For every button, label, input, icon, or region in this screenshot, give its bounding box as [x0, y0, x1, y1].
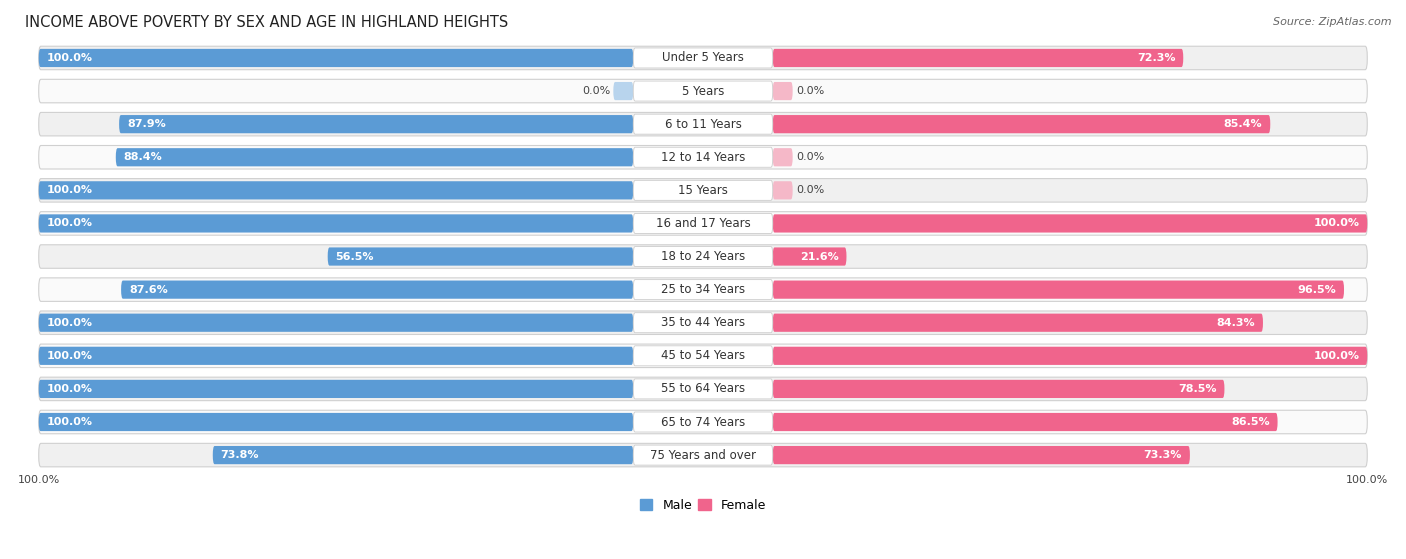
FancyBboxPatch shape	[39, 214, 633, 233]
Text: 85.4%: 85.4%	[1223, 119, 1263, 129]
Text: 65 to 74 Years: 65 to 74 Years	[661, 415, 745, 429]
FancyBboxPatch shape	[328, 248, 633, 266]
Text: 100.0%: 100.0%	[1313, 351, 1360, 361]
FancyBboxPatch shape	[773, 380, 1225, 398]
Text: 35 to 44 Years: 35 to 44 Years	[661, 316, 745, 329]
FancyBboxPatch shape	[633, 247, 773, 267]
Text: 88.4%: 88.4%	[124, 152, 163, 162]
Text: 0.0%: 0.0%	[582, 86, 610, 96]
FancyBboxPatch shape	[39, 46, 1367, 70]
FancyBboxPatch shape	[773, 181, 793, 200]
Text: 100.0%: 100.0%	[46, 219, 93, 229]
FancyBboxPatch shape	[39, 49, 633, 67]
Text: 75 Years and over: 75 Years and over	[650, 448, 756, 462]
FancyBboxPatch shape	[39, 311, 1367, 334]
Text: 0.0%: 0.0%	[796, 186, 824, 195]
Text: 100.0%: 100.0%	[46, 53, 93, 63]
FancyBboxPatch shape	[773, 281, 1344, 299]
FancyBboxPatch shape	[633, 81, 773, 101]
Text: 12 to 14 Years: 12 to 14 Years	[661, 151, 745, 164]
Text: 100.0%: 100.0%	[1313, 219, 1360, 229]
FancyBboxPatch shape	[773, 214, 1367, 233]
FancyBboxPatch shape	[115, 148, 633, 167]
Text: 72.3%: 72.3%	[1137, 53, 1175, 63]
Text: 87.6%: 87.6%	[129, 285, 167, 295]
FancyBboxPatch shape	[773, 446, 1189, 464]
Legend: Male, Female: Male, Female	[636, 494, 770, 517]
Text: 100.0%: 100.0%	[1346, 475, 1388, 485]
Text: 78.5%: 78.5%	[1178, 384, 1216, 394]
FancyBboxPatch shape	[39, 278, 1367, 301]
Text: 100.0%: 100.0%	[18, 475, 60, 485]
Text: 86.5%: 86.5%	[1232, 417, 1270, 427]
FancyBboxPatch shape	[633, 48, 773, 68]
Text: 18 to 24 Years: 18 to 24 Years	[661, 250, 745, 263]
FancyBboxPatch shape	[39, 212, 1367, 235]
FancyBboxPatch shape	[39, 181, 633, 200]
Text: 16 and 17 Years: 16 and 17 Years	[655, 217, 751, 230]
FancyBboxPatch shape	[633, 412, 773, 432]
Text: Source: ZipAtlas.com: Source: ZipAtlas.com	[1274, 17, 1392, 27]
FancyBboxPatch shape	[633, 445, 773, 465]
Text: 0.0%: 0.0%	[796, 152, 824, 162]
Text: 100.0%: 100.0%	[46, 351, 93, 361]
Text: 73.8%: 73.8%	[221, 450, 259, 460]
Text: 6 to 11 Years: 6 to 11 Years	[665, 117, 741, 131]
Text: Under 5 Years: Under 5 Years	[662, 51, 744, 64]
Text: 56.5%: 56.5%	[336, 252, 374, 262]
Text: 84.3%: 84.3%	[1216, 318, 1256, 328]
FancyBboxPatch shape	[773, 82, 793, 100]
Text: 25 to 34 Years: 25 to 34 Years	[661, 283, 745, 296]
FancyBboxPatch shape	[39, 314, 633, 332]
FancyBboxPatch shape	[773, 413, 1278, 431]
FancyBboxPatch shape	[39, 443, 1367, 467]
FancyBboxPatch shape	[39, 245, 1367, 268]
FancyBboxPatch shape	[39, 380, 633, 398]
Text: 100.0%: 100.0%	[46, 384, 93, 394]
FancyBboxPatch shape	[773, 49, 1184, 67]
FancyBboxPatch shape	[39, 145, 1367, 169]
FancyBboxPatch shape	[633, 147, 773, 167]
Text: 100.0%: 100.0%	[46, 186, 93, 195]
FancyBboxPatch shape	[773, 248, 846, 266]
FancyBboxPatch shape	[633, 379, 773, 399]
FancyBboxPatch shape	[773, 148, 793, 167]
Text: 73.3%: 73.3%	[1143, 450, 1182, 460]
Text: 87.9%: 87.9%	[127, 119, 166, 129]
Text: INCOME ABOVE POVERTY BY SEX AND AGE IN HIGHLAND HEIGHTS: INCOME ABOVE POVERTY BY SEX AND AGE IN H…	[25, 15, 509, 30]
FancyBboxPatch shape	[39, 347, 633, 365]
FancyBboxPatch shape	[773, 347, 1367, 365]
FancyBboxPatch shape	[633, 280, 773, 300]
Text: 100.0%: 100.0%	[46, 417, 93, 427]
Text: 0.0%: 0.0%	[796, 86, 824, 96]
Text: 5 Years: 5 Years	[682, 84, 724, 98]
FancyBboxPatch shape	[633, 181, 773, 200]
FancyBboxPatch shape	[633, 312, 773, 333]
FancyBboxPatch shape	[39, 178, 1367, 202]
Text: 45 to 54 Years: 45 to 54 Years	[661, 349, 745, 362]
FancyBboxPatch shape	[633, 346, 773, 366]
FancyBboxPatch shape	[39, 79, 1367, 103]
Text: 21.6%: 21.6%	[800, 252, 838, 262]
FancyBboxPatch shape	[212, 446, 633, 464]
FancyBboxPatch shape	[39, 377, 1367, 401]
Text: 15 Years: 15 Years	[678, 184, 728, 197]
FancyBboxPatch shape	[121, 281, 633, 299]
FancyBboxPatch shape	[120, 115, 633, 133]
FancyBboxPatch shape	[39, 410, 1367, 434]
FancyBboxPatch shape	[633, 214, 773, 234]
FancyBboxPatch shape	[613, 82, 633, 100]
FancyBboxPatch shape	[39, 344, 1367, 368]
FancyBboxPatch shape	[39, 413, 633, 431]
Text: 100.0%: 100.0%	[46, 318, 93, 328]
Text: 55 to 64 Years: 55 to 64 Years	[661, 382, 745, 395]
FancyBboxPatch shape	[633, 114, 773, 134]
FancyBboxPatch shape	[773, 115, 1270, 133]
FancyBboxPatch shape	[773, 314, 1263, 332]
Text: 96.5%: 96.5%	[1298, 285, 1336, 295]
FancyBboxPatch shape	[39, 112, 1367, 136]
